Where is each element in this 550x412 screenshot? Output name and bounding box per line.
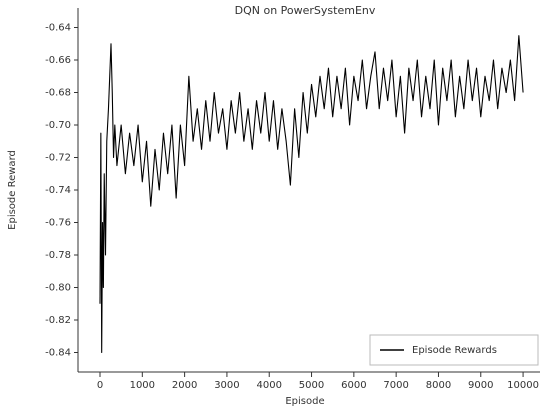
x-tick-label: 4000 [257,380,282,391]
y-tick-label: -0.74 [45,185,71,196]
x-tick-label: 6000 [341,380,366,391]
y-axis-label: Episode Reward [7,150,18,230]
x-tick-label: 2000 [172,380,197,391]
x-tick-label: 9000 [468,380,493,391]
y-tick-label: -0.84 [45,348,71,359]
x-tick-label: 8000 [426,380,451,391]
y-tick-label: -0.70 [45,120,71,131]
line-series [99,35,524,354]
x-tick-label: 3000 [214,380,239,391]
y-tick-label: -0.82 [45,315,71,326]
y-tick-label: -0.80 [45,283,71,294]
y-tick-label: -0.64 [45,23,71,34]
x-axis-label: Episode [285,396,324,407]
y-tick-label: -0.76 [45,218,71,229]
x-tick-label: 7000 [383,380,408,391]
y-tick-label: -0.78 [45,250,71,261]
x-tick-label: 1000 [130,380,155,391]
y-tick-label: -0.66 [45,55,71,66]
x-tick-label: 10000 [507,380,539,391]
chart-title: DQN on PowerSystemEnv [235,4,376,17]
legend-label: Episode Rewards [412,345,497,356]
x-tick-label: 0 [97,380,103,391]
y-tick-label: -0.68 [45,88,71,99]
x-tick-label: 5000 [299,380,324,391]
y-tick-label: -0.72 [45,153,71,164]
